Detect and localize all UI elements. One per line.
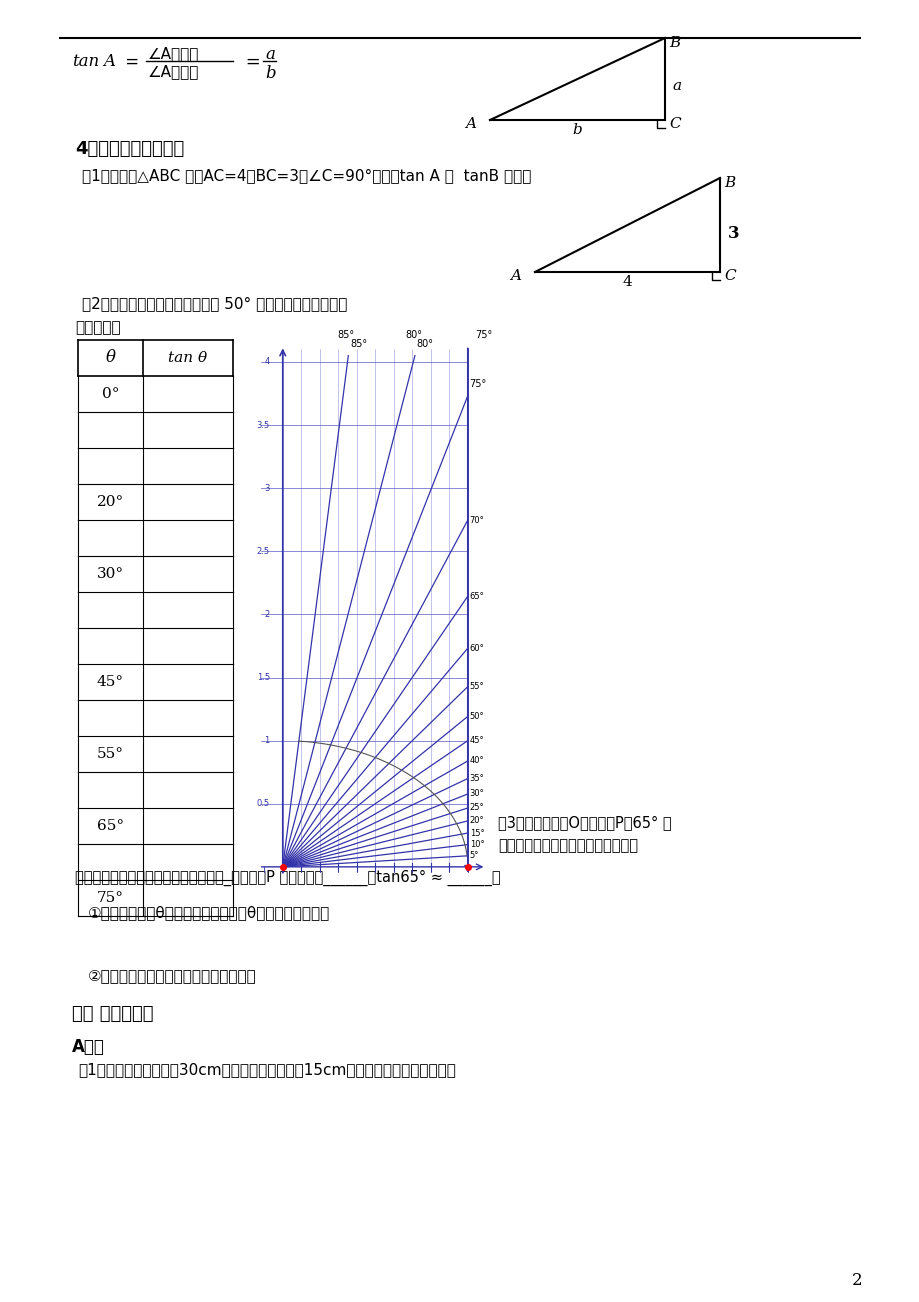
Text: 85°: 85° xyxy=(337,331,354,341)
Text: 65°: 65° xyxy=(469,591,484,600)
Text: 45°: 45° xyxy=(96,674,124,689)
Text: a: a xyxy=(671,79,680,92)
Text: 20°: 20° xyxy=(96,495,124,509)
Text: 三． 巩固与拓展: 三． 巩固与拓展 xyxy=(72,1005,153,1023)
Text: 85°: 85° xyxy=(350,340,367,349)
Text: 60°: 60° xyxy=(469,643,484,652)
Text: 75°: 75° xyxy=(469,379,486,389)
Text: 35°: 35° xyxy=(469,773,484,783)
Text: 75°: 75° xyxy=(475,331,492,341)
Text: 30°: 30° xyxy=(96,566,124,581)
Text: （1）如图，△ABC 中，AC=4，BC=3，∠C=90°，求：tan A 与  tanB 的値。: （1）如图，△ABC 中，AC=4，BC=3，∠C=90°，求：tan A 与 … xyxy=(82,168,531,184)
Text: a: a xyxy=(265,46,275,62)
Text: 40°: 40° xyxy=(469,756,483,766)
Text: A级：: A级： xyxy=(72,1038,105,1056)
Text: 4: 4 xyxy=(621,275,631,289)
Text: B: B xyxy=(723,176,734,190)
Text: 25°: 25° xyxy=(469,803,483,812)
Text: A: A xyxy=(509,270,520,283)
Text: C: C xyxy=(723,270,735,283)
Text: 2.5: 2.5 xyxy=(256,547,269,556)
Text: 3: 3 xyxy=(727,225,739,242)
Text: 4: 4 xyxy=(265,358,269,366)
Text: 55°: 55° xyxy=(469,682,483,691)
Text: A: A xyxy=(103,53,115,70)
Text: 据图填表：: 据图填表： xyxy=(75,320,120,335)
Text: 70°: 70° xyxy=(469,516,484,525)
Text: 75°: 75° xyxy=(96,891,124,905)
Text: A: A xyxy=(464,117,475,132)
Text: 65°: 65° xyxy=(96,819,124,833)
Text: 0.5: 0.5 xyxy=(256,799,269,809)
Text: 15°: 15° xyxy=(469,828,483,837)
Text: 55°: 55° xyxy=(96,747,124,760)
Text: 80°: 80° xyxy=(405,331,422,341)
Text: 4．一个锐角的正切値: 4．一个锐角的正切値 xyxy=(75,141,184,158)
Text: （3）如图，从点O出发，点P沿65° 线: （3）如图，从点O出发，点P沿65° 线 xyxy=(497,815,671,829)
Text: 5°: 5° xyxy=(469,852,479,861)
Text: 个单位时，它在垂直方向上向上前进了_个单位。P 点的坐标是______，tan65° ≈ ______。: 个单位时，它在垂直方向上向上前进了_个单位。P 点的坐标是______，tan6… xyxy=(75,870,500,887)
Text: （2）你能用画图的方法计算一个 50° 角的正切的近似値吗？: （2）你能用画图的方法计算一个 50° 角的正切的近似値吗？ xyxy=(82,296,347,311)
Text: ∠A的邻边: ∠A的邻边 xyxy=(148,64,199,79)
Text: 3: 3 xyxy=(264,483,269,492)
Text: B: B xyxy=(668,36,679,49)
Text: =: = xyxy=(240,53,260,72)
Text: 2: 2 xyxy=(265,609,269,618)
Text: ①想一想：锐角θ的正切値是如何随着θ的变化而变化的？: ①想一想：锐角θ的正切値是如何随着θ的变化而变化的？ xyxy=(88,905,330,921)
Text: ∠A的对边: ∠A的对边 xyxy=(148,46,199,61)
Text: 80°: 80° xyxy=(416,340,433,349)
Text: C: C xyxy=(668,117,680,132)
Text: b: b xyxy=(265,65,276,82)
Text: 1: 1 xyxy=(265,736,269,745)
Text: 45°: 45° xyxy=(469,736,483,745)
Text: 0°: 0° xyxy=(102,387,119,401)
Text: 移动，当在水平方向上向右前进了一: 移动，当在水平方向上向右前进了一 xyxy=(497,838,637,853)
Text: tan θ: tan θ xyxy=(168,352,208,365)
Text: ②关于用计算器计算正切値请课后自学。: ②关于用计算器计算正切値请课后自学。 xyxy=(88,967,256,983)
Text: （1）某楼梯的踏板宽为30cm，一个台阶的高度为15cm，求楼梯倾斜角的正切値。: （1）某楼梯的踏板宽为30cm，一个台阶的高度为15cm，求楼梯倾斜角的正切値。 xyxy=(78,1062,456,1077)
Text: 2: 2 xyxy=(850,1272,861,1289)
Text: 10°: 10° xyxy=(469,840,483,849)
Text: 1.5: 1.5 xyxy=(256,673,269,682)
Text: tan: tan xyxy=(72,53,99,70)
Text: b: b xyxy=(572,122,581,137)
Text: 50°: 50° xyxy=(469,712,483,721)
Text: 3.5: 3.5 xyxy=(256,421,269,430)
Text: 30°: 30° xyxy=(469,789,484,798)
Text: =: = xyxy=(119,53,139,72)
Text: θ: θ xyxy=(106,349,116,366)
Text: 20°: 20° xyxy=(469,816,483,825)
